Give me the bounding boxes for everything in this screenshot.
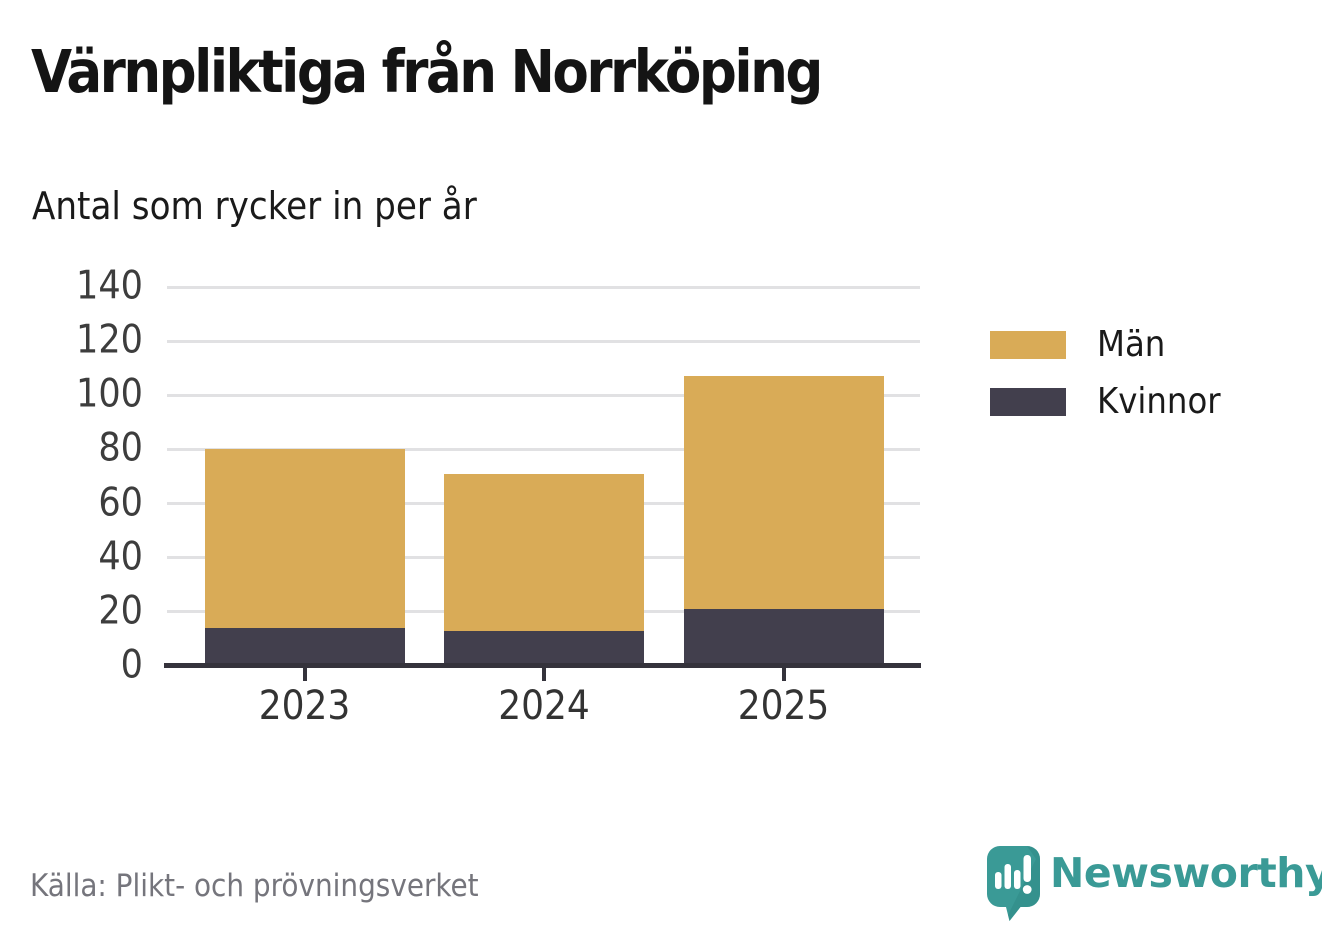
x-tick-2025 xyxy=(781,668,786,681)
y-tick-label-60: 60 xyxy=(98,480,143,526)
legend-swatch-kvinnor xyxy=(990,388,1066,416)
y-tick-label-40: 40 xyxy=(98,534,143,580)
brand-name: Newsworthy xyxy=(1050,849,1322,897)
legend-item-män: Män xyxy=(990,327,1221,363)
bar-2023-kvinnor xyxy=(204,628,405,666)
legend-label-män: Män xyxy=(1097,324,1166,365)
bar-2023-män xyxy=(204,449,405,629)
chart-subtitle: Antal som rycker in per år xyxy=(32,184,477,228)
y-tick-label-120: 120 xyxy=(76,317,143,363)
bar-2024-kvinnor xyxy=(444,630,644,666)
y-tick-label-140: 140 xyxy=(76,263,143,309)
y-tick-label-20: 20 xyxy=(98,588,143,634)
x-tick-2024 xyxy=(542,668,546,681)
x-axis-line xyxy=(164,663,921,668)
y-tick-label-100: 100 xyxy=(76,372,143,418)
newsworthy-bubble-icon xyxy=(987,846,1040,921)
legend: Män Kvinnor xyxy=(990,327,1221,445)
y-tick-label-0: 0 xyxy=(120,642,143,688)
x-tick-label-2023: 2023 xyxy=(258,683,351,729)
gridline-120 xyxy=(167,339,920,343)
plot-area xyxy=(164,285,921,668)
brand-logo: Newsworthy xyxy=(986,845,1322,922)
x-tick-label-2024: 2024 xyxy=(498,683,590,729)
legend-label-kvinnor: Kvinnor xyxy=(1097,381,1221,422)
y-axis-labels: 0 20 40 60 80 100 120 140 xyxy=(40,0,143,939)
gridline-100 xyxy=(167,393,920,397)
gridline-140 xyxy=(167,285,920,289)
gridline-80 xyxy=(167,447,920,451)
bar-2024-män xyxy=(444,473,644,631)
legend-swatch-män xyxy=(990,331,1066,359)
x-tick-label-2025: 2025 xyxy=(737,683,830,729)
source-note: Källa: Plikt- och prövningsverket xyxy=(30,868,479,904)
x-tick-2023 xyxy=(302,668,307,681)
bar-2025-kvinnor xyxy=(683,609,884,666)
bar-2025-män xyxy=(683,376,884,610)
y-tick-label-80: 80 xyxy=(98,426,143,472)
chart-title: Värnpliktiga från Norrköping xyxy=(31,37,823,106)
legend-item-kvinnor: Kvinnor xyxy=(990,384,1221,420)
